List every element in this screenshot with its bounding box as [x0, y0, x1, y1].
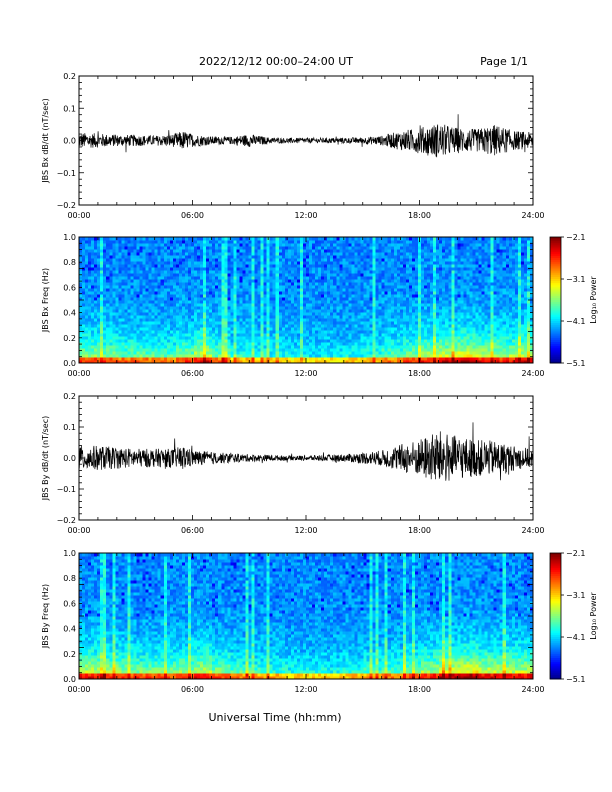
x-tick-label: 06:00 [181, 526, 204, 535]
colorbar-tick-label: −3.1 [566, 591, 585, 600]
x-tick-label: 12:00 [294, 685, 317, 694]
panel-3: 00:00 06:00 12:00 18:00 24:00 0.2 0.1 0.0 −0.1 −0… [41, 392, 545, 535]
colorbar-tick-label: −5.1 [566, 359, 585, 368]
panel-3-ylabel: JBS By dB/dt (nT/sec) [41, 416, 50, 502]
header-date-range: 2022/12/12 00:00–24:00 UT [199, 55, 353, 68]
header-page: Page 1/1 [480, 55, 528, 68]
y-tick-label: 0.1 [63, 423, 76, 432]
colorbar-tick-label: −2.1 [566, 549, 585, 558]
panel-2-spectrogram [79, 237, 534, 364]
y-tick-label: 0.6 [63, 283, 76, 292]
panel-4: −2.1 −3.1 −4.1 −5.1 Log₁₀ Power 00:00 06:00 12:… [41, 549, 598, 694]
panel-4-colorbar: −2.1 −3.1 −4.1 −5.1 Log₁₀ Power [549, 549, 598, 684]
panel-1-trace [78, 114, 534, 158]
x-tick-label: 18:00 [408, 526, 431, 535]
panel-1: 00:00 06:00 12:00 18:00 24:00 0.2 0.1 0.0 −0.1 −0… [41, 72, 545, 220]
x-tick-label: 00:00 [67, 526, 90, 535]
x-tick-label: 00:00 [67, 369, 90, 378]
colorbar-tick-label: −5.1 [566, 675, 585, 684]
y-tick-label: −0.2 [57, 516, 76, 525]
panel-3-trace [78, 422, 534, 481]
x-tick-label: 18:00 [408, 211, 431, 220]
panel-1-ylabel: JBS Bx dB/dt (nT/sec) [41, 98, 50, 184]
y-tick-label: −0.1 [57, 485, 76, 494]
x-tick-label: 06:00 [181, 211, 204, 220]
y-tick-label: 0.2 [63, 650, 76, 659]
colorbar-tick-label: −4.1 [566, 633, 585, 642]
x-tick-label: 12:00 [294, 526, 317, 535]
y-tick-label: 0.0 [63, 454, 76, 463]
y-tick-label: 0.0 [63, 675, 76, 684]
y-tick-label: 0.4 [63, 309, 76, 318]
x-axis-label: Universal Time (hh:mm) [209, 711, 342, 724]
panel-4-ylabel: JBS By Freq (Hz) [41, 584, 50, 649]
x-tick-label: 24:00 [521, 211, 544, 220]
y-tick-label: 0.2 [63, 72, 76, 81]
y-tick-label: 0.1 [63, 104, 76, 113]
y-tick-label: 0.4 [63, 625, 76, 634]
panel-2-ylabel: JBS Bx Freq (Hz) [41, 268, 50, 333]
y-tick-label: 0.8 [63, 574, 76, 583]
colorbar-tick-label: −2.1 [566, 233, 585, 242]
y-tick-label: 0.0 [63, 137, 76, 146]
panel-4-spectrogram [79, 553, 534, 680]
colorbar-tick-label: −4.1 [566, 317, 585, 326]
y-tick-label: 0.8 [63, 258, 76, 267]
x-tick-label: 24:00 [521, 526, 544, 535]
x-tick-label: 00:00 [67, 685, 90, 694]
x-tick-label: 06:00 [181, 369, 204, 378]
y-tick-label: 0.0 [63, 359, 76, 368]
panel-2: −2.1 −3.1 −4.1 −5.1 Log₁₀ Power 00:00 06:00 12:… [41, 233, 598, 378]
x-tick-label: 24:00 [521, 685, 544, 694]
x-tick-label: 06:00 [181, 685, 204, 694]
colorbar-label: Log₁₀ Power [589, 276, 598, 324]
x-tick-label: 12:00 [294, 369, 317, 378]
y-tick-label: −0.1 [57, 169, 76, 178]
y-tick-label: 1.0 [63, 233, 76, 242]
y-tick-label: 1.0 [63, 549, 76, 558]
x-tick-label: 24:00 [521, 369, 544, 378]
panel-2-colorbar: −2.1 −3.1 −4.1 −5.1 Log₁₀ Power [549, 233, 598, 368]
y-tick-label: −0.2 [57, 201, 76, 210]
y-tick-label: 0.2 [63, 392, 76, 401]
x-tick-label: 12:00 [294, 211, 317, 220]
colorbar-tick-label: −3.1 [566, 275, 585, 284]
x-tick-label: 18:00 [408, 685, 431, 694]
colorbar-label: Log₁₀ Power [589, 592, 598, 640]
x-tick-label: 18:00 [408, 369, 431, 378]
x-tick-label: 00:00 [67, 211, 90, 220]
y-tick-label: 0.2 [63, 334, 76, 343]
y-tick-label: 0.6 [63, 599, 76, 608]
